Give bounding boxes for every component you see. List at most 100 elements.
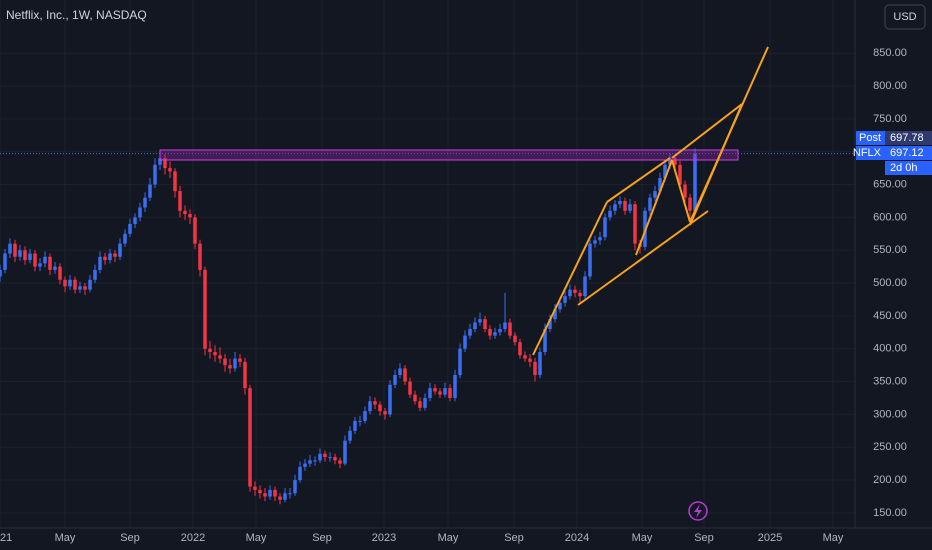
candle-body	[118, 243, 122, 257]
candle-body	[573, 289, 577, 293]
candle-body	[408, 381, 412, 395]
candle-body	[583, 276, 587, 297]
trend-line	[689, 46, 769, 223]
candle-body	[468, 329, 472, 336]
candle-body	[243, 361, 247, 389]
candle-body	[203, 269, 207, 349]
candle-body	[353, 420, 357, 431]
candle-body	[78, 286, 82, 290]
countdown-box	[885, 161, 932, 175]
candle-body	[493, 332, 497, 336]
x-tick-label: 2025	[758, 532, 782, 544]
x-tick-label: May	[438, 532, 459, 544]
candle-body	[558, 302, 562, 310]
y-tick-label: 200.00	[873, 474, 907, 486]
candle-body	[138, 207, 142, 218]
candle-body	[498, 329, 502, 333]
candle-body	[228, 365, 232, 369]
candle-body	[343, 440, 347, 464]
candle-body	[43, 256, 47, 264]
x-tick-label: 2023	[372, 532, 396, 544]
trend-line	[577, 210, 709, 306]
currency-label[interactable]: USD	[893, 11, 916, 23]
price-label-name-box	[856, 131, 885, 145]
candle-body	[618, 200, 622, 205]
chart-title: Netflix, Inc., 1W, NASDAQ	[6, 8, 147, 22]
candle-body	[348, 430, 352, 441]
candle-body	[593, 240, 597, 244]
candle-body	[23, 250, 27, 261]
candle-body	[548, 319, 552, 330]
y-tick-label: 150.00	[873, 507, 907, 519]
x-tick-label: 2024	[565, 532, 589, 544]
candle-body	[298, 466, 302, 481]
candle-body	[608, 210, 612, 218]
candle-body	[53, 266, 57, 270]
candle-body	[63, 279, 67, 287]
currency-button[interactable]	[884, 4, 926, 30]
candle-body	[663, 164, 667, 178]
candle-body	[568, 289, 572, 297]
candle-body	[378, 404, 382, 412]
candle-body	[313, 460, 317, 462]
y-tick-label: 450.00	[873, 310, 907, 322]
countdown-label: 2d 0h	[890, 162, 918, 174]
candle-body	[578, 292, 582, 297]
trend-line	[671, 103, 743, 159]
candle-body	[678, 164, 682, 185]
candle-body	[8, 243, 12, 254]
x-tick-label: May	[55, 532, 76, 544]
candle-body	[223, 358, 227, 366]
candle-body	[103, 256, 107, 261]
candle-body	[488, 329, 492, 336]
events-bolt	[694, 504, 702, 518]
candle-body	[183, 210, 187, 215]
candle-body	[173, 171, 177, 192]
candle-body	[93, 269, 97, 280]
overlay: Netflix, Inc., 1W, NASDAQ USD	[0, 0, 932, 529]
candle-body	[528, 358, 532, 362]
x-tick-label: Sep	[694, 532, 714, 544]
x-tick-label: May	[632, 532, 653, 544]
candle-body	[413, 394, 417, 402]
candle-body	[18, 250, 22, 257]
candle-body	[33, 253, 37, 267]
candle-body	[158, 158, 162, 165]
price-labels: Post 697.78 NFLX 697.12 2d 0h	[853, 131, 932, 175]
candle-body	[398, 368, 402, 375]
candle-body	[588, 243, 592, 277]
events-icon[interactable]	[688, 501, 708, 521]
price-label-name: Post	[859, 132, 881, 144]
candle-body	[168, 168, 172, 172]
candle-body	[428, 388, 432, 398]
candle-body	[358, 420, 362, 422]
candle-body	[403, 368, 407, 382]
price-label-name: NFLX	[853, 147, 882, 159]
candle-body	[383, 411, 387, 415]
candle-body	[308, 460, 312, 464]
candle-body	[693, 153, 697, 211]
y-tick-label: 650.00	[873, 178, 907, 190]
candle-body	[533, 361, 537, 375]
trend-line	[532, 201, 608, 356]
candle-body	[373, 401, 377, 405]
x-tick-label: Sep	[120, 532, 140, 544]
candle-body	[648, 197, 652, 211]
candle-body	[213, 352, 217, 356]
candles	[0, 148, 697, 505]
candle-body	[253, 486, 257, 490]
candle-body	[68, 279, 72, 287]
candle-body	[208, 348, 212, 352]
candle-body	[283, 493, 287, 500]
candle-body	[653, 191, 657, 198]
candle-body	[658, 177, 662, 192]
candle-body	[13, 243, 17, 257]
candle-body	[3, 253, 7, 270]
candle-body	[278, 496, 282, 500]
candle-body	[258, 489, 262, 494]
drawings	[159, 46, 769, 356]
candle-body	[198, 243, 202, 270]
candle-body	[453, 374, 457, 398]
